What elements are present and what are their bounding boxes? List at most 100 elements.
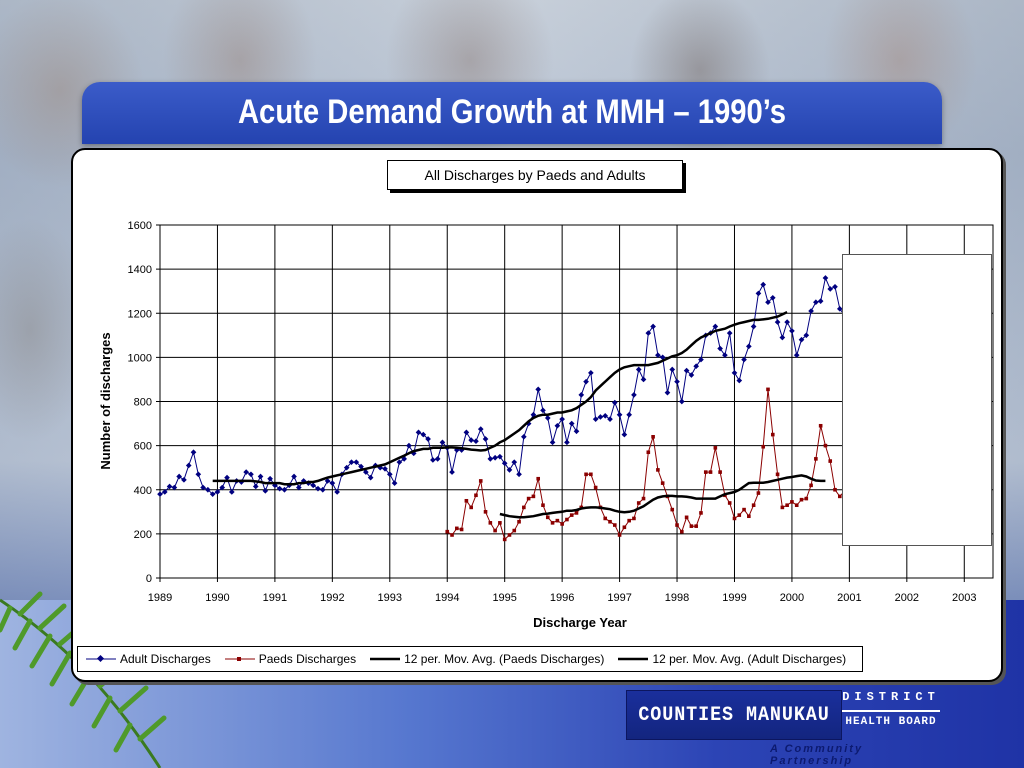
legend-item-paeds-avg: 12 per. Mov. Avg. (Paeds Discharges) (370, 652, 604, 666)
adult-point (181, 476, 187, 483)
adult-point (722, 352, 728, 358)
adult-point (626, 411, 632, 418)
adult-point (310, 482, 317, 489)
adult-point (511, 459, 518, 466)
adult-point (549, 439, 556, 446)
paeds-point (512, 528, 517, 533)
adult-point (267, 475, 273, 482)
paeds-point (689, 524, 694, 528)
paeds-point (507, 533, 512, 537)
paeds-point (574, 511, 579, 515)
paeds-point (455, 526, 459, 531)
paeds-point (469, 505, 473, 510)
paeds-point (622, 525, 627, 530)
paeds-point (838, 494, 842, 499)
adult-point (736, 377, 743, 384)
paeds-point (833, 487, 837, 492)
paeds-point (660, 481, 665, 485)
paeds-point (526, 496, 531, 501)
paeds-point (699, 511, 703, 515)
adult-point (506, 467, 513, 473)
x-tick-label: 1998 (665, 592, 689, 604)
paeds-point (569, 513, 574, 517)
adult-point (793, 352, 800, 358)
adult-point (209, 491, 216, 497)
legend-adult-avg-label: 12 per. Mov. Avg. (Adult Discharges) (652, 652, 847, 666)
adult-point (798, 336, 805, 343)
paeds-point (612, 523, 617, 527)
adult-point (281, 486, 288, 493)
adult-point (698, 356, 704, 363)
paeds-point (737, 513, 742, 517)
adult-point (650, 323, 656, 330)
adult-point (420, 431, 427, 438)
x-tick-label: 1989 (148, 592, 172, 604)
paeds-point (641, 496, 646, 501)
paeds-point (478, 479, 483, 483)
adult-point (588, 369, 594, 376)
adult-point (765, 299, 771, 306)
paeds-point (828, 459, 833, 463)
paeds-point (502, 537, 507, 542)
adult-point (688, 372, 695, 378)
paeds-point (804, 496, 809, 501)
adult-point (769, 294, 776, 301)
legend-adult-swatch (86, 654, 116, 663)
adult-point (678, 398, 685, 405)
paeds-point (742, 507, 746, 512)
adult-point (224, 474, 230, 481)
adult-point (674, 378, 680, 385)
paeds-point (790, 500, 794, 504)
adult-point (832, 283, 838, 290)
adult-point (501, 460, 508, 467)
x-tick-label: 2002 (895, 592, 919, 604)
adult-point (386, 471, 393, 478)
adult-point (468, 437, 475, 443)
x-tick-label: 1995 (492, 592, 516, 604)
adult-point (497, 453, 503, 460)
paeds-point (684, 515, 689, 520)
logo-counties-manukau: COUNTIES MANUKAU (626, 690, 842, 740)
paeds-point (694, 524, 698, 528)
paeds-point (751, 503, 756, 507)
paeds-point (493, 528, 497, 533)
paeds-point (814, 457, 818, 461)
adult-point (755, 290, 762, 297)
paeds-point (799, 497, 804, 502)
paeds-point (464, 498, 469, 503)
blank-overlay-box (842, 254, 992, 546)
adult-point (434, 456, 441, 462)
adult-point (348, 459, 355, 466)
adult-point (573, 428, 580, 435)
paeds-point (680, 529, 684, 534)
paeds-point (517, 519, 521, 524)
adult-point (415, 429, 422, 436)
paeds-point (608, 519, 612, 524)
adult-point (473, 438, 479, 445)
adult-point (487, 456, 494, 462)
paeds-point (718, 470, 722, 474)
x-tick-label: 2000 (780, 592, 804, 604)
adult-point (358, 463, 364, 470)
adult-point (607, 416, 613, 422)
legend-paeds-avg-swatch (370, 657, 401, 661)
legend-item-paeds: Paeds Discharges (224, 652, 356, 666)
adult-point (640, 376, 647, 383)
logo-district-block: DISTRICT HEALTH BOARD (842, 690, 940, 738)
adult-point (248, 471, 254, 478)
adult-point (171, 484, 178, 491)
adult-point (822, 275, 829, 281)
adult-point (363, 469, 369, 475)
adult-point (726, 330, 733, 336)
paeds-point (756, 491, 761, 495)
y-axis-label: Number of discharges (98, 332, 113, 470)
paeds-point (727, 501, 732, 505)
adult-point (276, 485, 283, 492)
adult-point (540, 407, 546, 414)
adult-point (712, 323, 719, 330)
adult-point (463, 429, 470, 436)
paeds-point (445, 529, 450, 534)
adult-point (291, 473, 297, 480)
paeds-point (823, 443, 828, 448)
y-tick-label: 1400 (128, 264, 152, 276)
